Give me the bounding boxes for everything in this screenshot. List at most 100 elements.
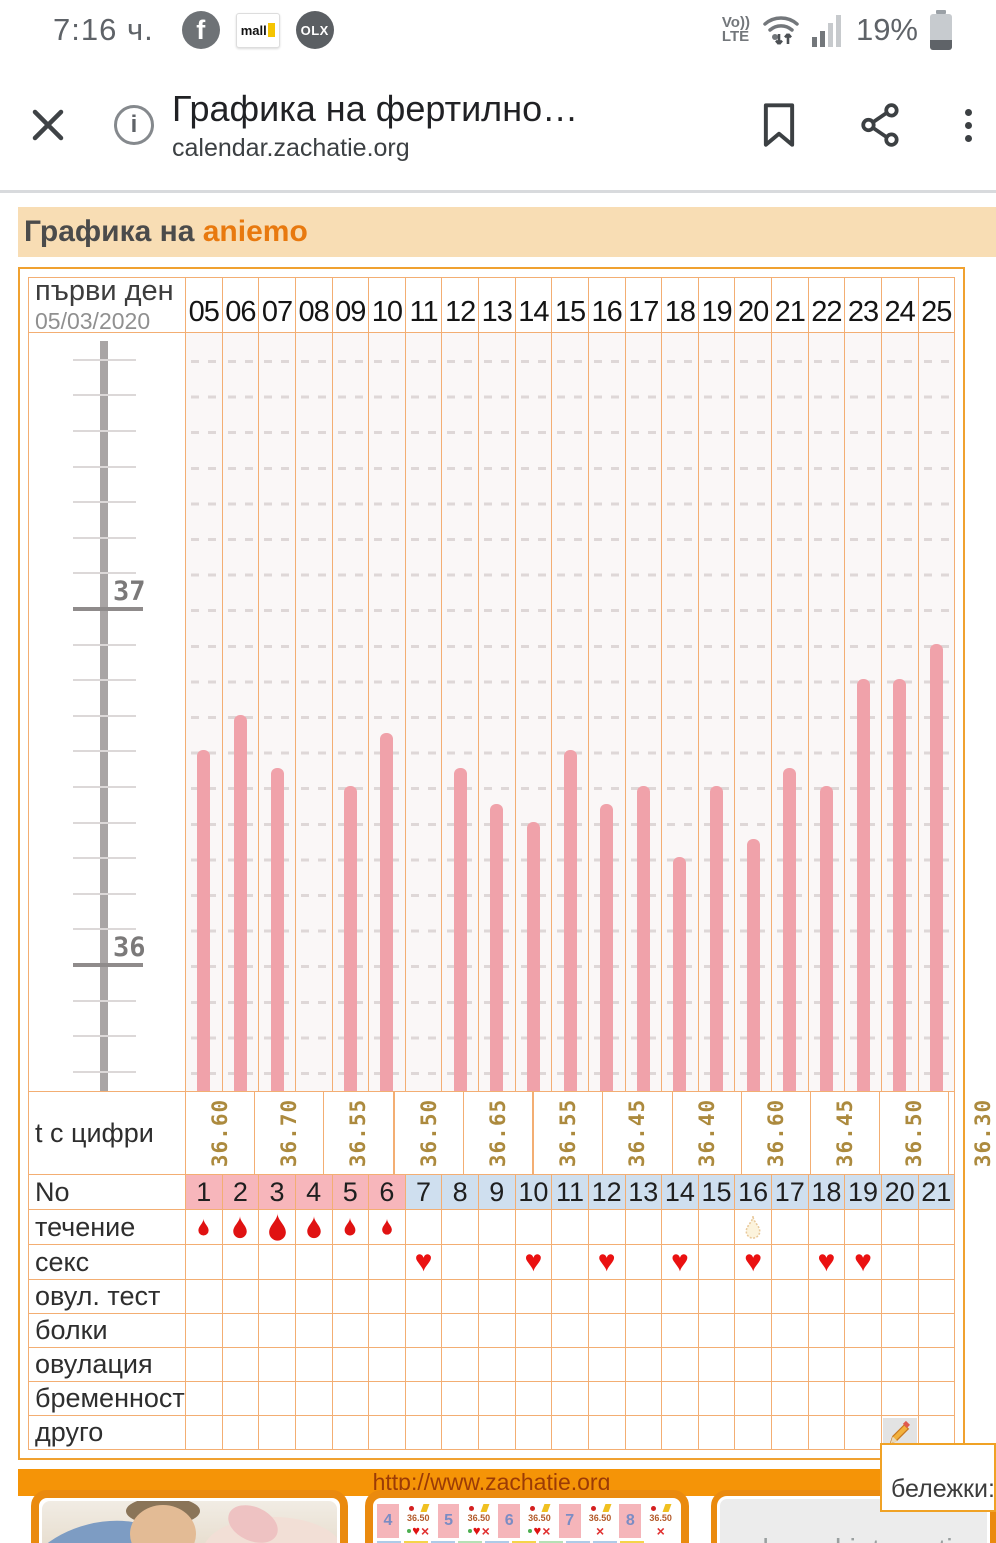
flow-cell[interactable] bbox=[809, 1210, 846, 1244]
annotation-cell[interactable] bbox=[333, 1348, 370, 1381]
annotation-cell[interactable] bbox=[589, 1382, 626, 1415]
cycle-day-cell[interactable]: 3 bbox=[259, 1175, 296, 1209]
annotation-cell[interactable] bbox=[259, 1280, 296, 1313]
annotation-cell[interactable] bbox=[223, 1280, 260, 1313]
sex-cell[interactable]: ♥ bbox=[516, 1245, 553, 1279]
annotation-cell[interactable] bbox=[919, 1382, 955, 1415]
annotation-cell[interactable] bbox=[662, 1314, 699, 1347]
cycle-day-cell[interactable]: 4 bbox=[295, 1175, 333, 1209]
annotation-cell[interactable] bbox=[809, 1348, 846, 1381]
other-cell[interactable] bbox=[406, 1416, 443, 1449]
annotation-cell[interactable] bbox=[516, 1314, 553, 1347]
notes-edit-button[interactable] bbox=[882, 1418, 917, 1447]
annotation-cell[interactable] bbox=[845, 1382, 882, 1415]
other-cell[interactable] bbox=[516, 1416, 553, 1449]
annotation-cell[interactable] bbox=[552, 1280, 589, 1313]
annotation-cell[interactable] bbox=[333, 1280, 370, 1313]
cycle-day-cell[interactable]: 14 bbox=[662, 1175, 699, 1209]
annotation-cell[interactable] bbox=[186, 1348, 223, 1381]
flow-cell[interactable] bbox=[699, 1210, 736, 1244]
annotation-cell[interactable] bbox=[479, 1314, 516, 1347]
cycle-day-cell[interactable]: 5 bbox=[332, 1175, 370, 1209]
annotation-cell[interactable] bbox=[735, 1280, 772, 1313]
annotation-cell[interactable] bbox=[552, 1314, 589, 1347]
annotation-cell[interactable] bbox=[479, 1348, 516, 1381]
annotation-cell[interactable] bbox=[479, 1382, 516, 1415]
annotation-cell[interactable] bbox=[735, 1382, 772, 1415]
annotation-cell[interactable] bbox=[369, 1280, 406, 1313]
sex-cell[interactable] bbox=[882, 1245, 919, 1279]
annotation-cell[interactable] bbox=[223, 1314, 260, 1347]
other-cell[interactable] bbox=[809, 1416, 846, 1449]
other-cell[interactable] bbox=[552, 1416, 589, 1449]
flow-cell[interactable] bbox=[442, 1210, 479, 1244]
annotation-cell[interactable] bbox=[735, 1348, 772, 1381]
flow-cell[interactable] bbox=[662, 1210, 699, 1244]
cycle-day-cell[interactable]: 11 bbox=[552, 1175, 589, 1209]
annotation-cell[interactable] bbox=[589, 1314, 626, 1347]
other-cell[interactable] bbox=[845, 1416, 882, 1449]
other-cell[interactable] bbox=[369, 1416, 406, 1449]
photo-thumbnail-link[interactable] bbox=[31, 1490, 348, 1543]
annotation-cell[interactable] bbox=[772, 1314, 809, 1347]
flow-cell[interactable] bbox=[919, 1210, 955, 1244]
flow-cell[interactable] bbox=[882, 1210, 919, 1244]
cycle-day-cell[interactable]: 8 bbox=[442, 1175, 479, 1209]
close-tab-button[interactable] bbox=[30, 107, 66, 143]
page-info-button[interactable]: i bbox=[66, 105, 154, 145]
annotation-cell[interactable] bbox=[479, 1280, 516, 1313]
annotation-cell[interactable] bbox=[406, 1280, 443, 1313]
annotation-cell[interactable] bbox=[845, 1280, 882, 1313]
flow-cell[interactable] bbox=[552, 1210, 589, 1244]
annotation-cell[interactable] bbox=[296, 1314, 333, 1347]
cycle-day-cell[interactable]: 2 bbox=[222, 1175, 260, 1209]
other-cell[interactable] bbox=[772, 1416, 809, 1449]
annotation-cell[interactable] bbox=[259, 1382, 296, 1415]
sex-cell[interactable] bbox=[296, 1245, 333, 1279]
sex-cell[interactable] bbox=[259, 1245, 296, 1279]
cycle-day-cell[interactable]: 6 bbox=[369, 1175, 406, 1209]
share-button[interactable] bbox=[859, 102, 903, 148]
flow-cell[interactable] bbox=[589, 1210, 626, 1244]
annotation-cell[interactable] bbox=[406, 1348, 443, 1381]
sex-cell[interactable]: ♥ bbox=[809, 1245, 846, 1279]
flow-cell[interactable] bbox=[626, 1210, 663, 1244]
flow-cell[interactable] bbox=[516, 1210, 553, 1244]
other-cell[interactable] bbox=[735, 1416, 772, 1449]
annotation-cell[interactable] bbox=[919, 1348, 955, 1381]
annotation-cell[interactable] bbox=[772, 1280, 809, 1313]
annotation-cell[interactable] bbox=[333, 1314, 370, 1347]
flow-cell[interactable] bbox=[772, 1210, 809, 1244]
cycle-day-cell[interactable]: 13 bbox=[625, 1175, 663, 1209]
annotation-cell[interactable] bbox=[626, 1348, 663, 1381]
annotation-cell[interactable] bbox=[809, 1314, 846, 1347]
sex-cell[interactable] bbox=[369, 1245, 406, 1279]
annotation-cell[interactable] bbox=[333, 1382, 370, 1415]
other-cell[interactable] bbox=[662, 1416, 699, 1449]
sex-cell[interactable] bbox=[772, 1245, 809, 1279]
cycle-day-cell[interactable]: 18 bbox=[808, 1175, 846, 1209]
annotation-cell[interactable] bbox=[516, 1280, 553, 1313]
other-cell[interactable] bbox=[223, 1416, 260, 1449]
annotation-cell[interactable] bbox=[369, 1348, 406, 1381]
annotation-cell[interactable] bbox=[809, 1382, 846, 1415]
sex-cell[interactable]: ♥ bbox=[662, 1245, 699, 1279]
annotation-cell[interactable] bbox=[589, 1280, 626, 1313]
overflow-menu-button[interactable] bbox=[965, 108, 972, 142]
sex-cell[interactable]: ♥ bbox=[845, 1245, 882, 1279]
cycle-day-cell[interactable]: 12 bbox=[588, 1175, 626, 1209]
other-cell[interactable] bbox=[479, 1416, 516, 1449]
cycle-day-cell[interactable]: 1 bbox=[186, 1175, 223, 1209]
flow-cell[interactable] bbox=[406, 1210, 443, 1244]
sex-cell[interactable]: ♥ bbox=[406, 1245, 443, 1279]
flow-cell[interactable] bbox=[845, 1210, 882, 1244]
cycle-day-cell[interactable]: 10 bbox=[515, 1175, 553, 1209]
cycle-day-cell[interactable]: 15 bbox=[698, 1175, 736, 1209]
annotation-cell[interactable] bbox=[552, 1348, 589, 1381]
cycle-day-cell[interactable]: 7 bbox=[405, 1175, 443, 1209]
sex-cell[interactable] bbox=[919, 1245, 955, 1279]
cycle-day-cell[interactable]: 9 bbox=[479, 1175, 516, 1209]
other-cell[interactable] bbox=[442, 1416, 479, 1449]
annotation-cell[interactable] bbox=[223, 1382, 260, 1415]
flow-cell[interactable] bbox=[259, 1210, 296, 1244]
